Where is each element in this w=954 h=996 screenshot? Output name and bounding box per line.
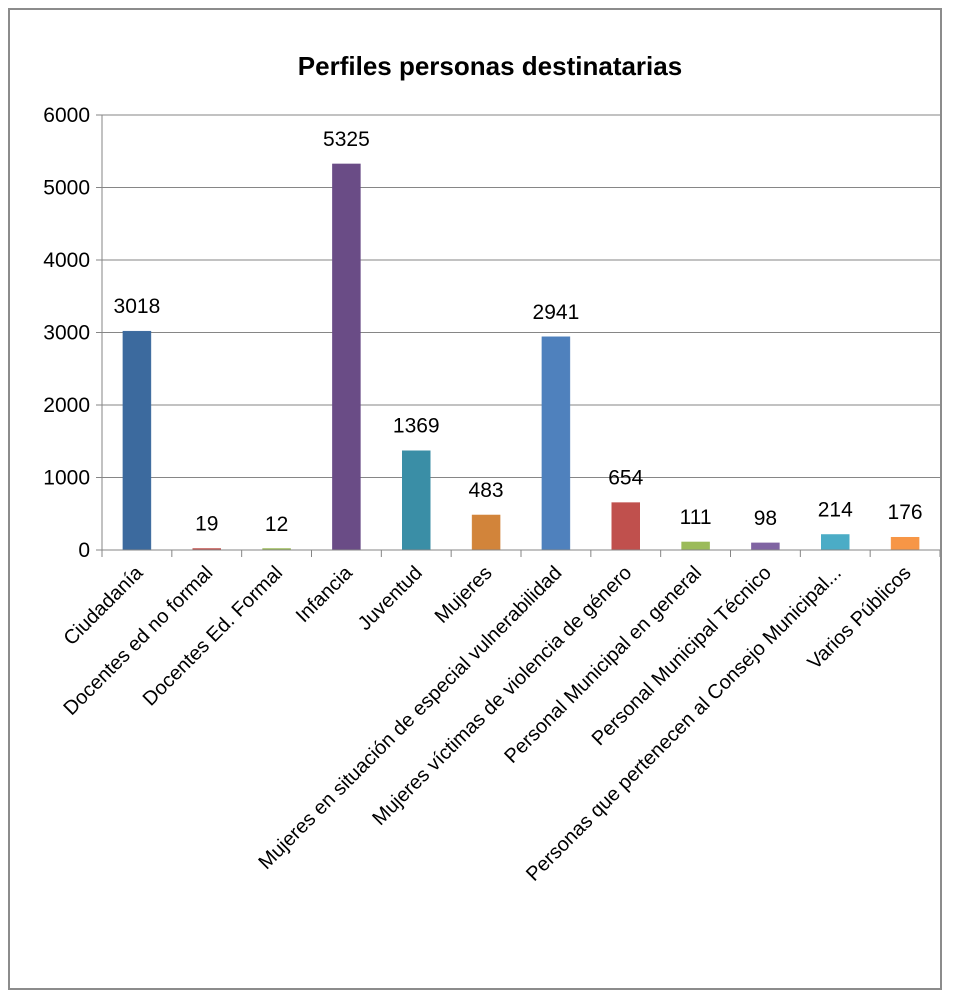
data-label: 654 xyxy=(608,467,643,490)
bar xyxy=(890,536,920,551)
data-label: 98 xyxy=(754,507,777,530)
data-label: 1369 xyxy=(393,415,440,438)
y-tick-label: 0 xyxy=(78,539,90,562)
category-label: Juventud xyxy=(354,562,427,635)
bar-chart: Perfiles personas destinatarias 0 1000 200… xyxy=(43,51,940,886)
bar xyxy=(402,450,431,551)
y-tick-label: 1000 xyxy=(43,467,90,490)
data-label: 483 xyxy=(469,479,504,502)
chart-frame: Perfiles personas destinatarias 0 1000 200… xyxy=(8,8,942,990)
data-label: 12 xyxy=(265,513,288,536)
category-label: Infancia xyxy=(292,561,358,627)
gridlines xyxy=(102,114,940,478)
axes xyxy=(96,114,940,557)
bar xyxy=(122,330,152,551)
data-label: 214 xyxy=(818,498,853,521)
bar xyxy=(332,163,361,551)
y-tick-label: 3000 xyxy=(43,322,90,345)
data-label: 19 xyxy=(195,513,218,536)
bars xyxy=(122,163,920,551)
y-tick-label: 4000 xyxy=(43,249,90,272)
y-axis-ticks: 0 1000 2000 3000 4000 5000 6000 xyxy=(43,104,90,562)
y-tick-label: 6000 xyxy=(43,104,90,127)
category-label: Mujeres xyxy=(431,562,497,628)
bar xyxy=(541,336,571,551)
category-label: Mujeres víctimas de violencia de género xyxy=(368,562,636,830)
y-tick-label: 5000 xyxy=(43,177,90,200)
category-label: Docentes Ed. Formal xyxy=(139,562,287,710)
data-label: 3018 xyxy=(114,295,161,318)
bar xyxy=(471,514,501,551)
bar xyxy=(821,534,850,551)
data-label: 5325 xyxy=(323,128,370,151)
data-label: 111 xyxy=(680,506,712,529)
bar xyxy=(681,541,710,551)
data-label: 176 xyxy=(888,501,923,524)
chart-title: Perfiles personas destinatarias xyxy=(298,51,682,81)
category-label: Personas que pertenecen al Consejo Munic… xyxy=(522,562,846,886)
bar xyxy=(751,542,780,551)
value-labels: 3018 19 12 5325 1369 483 2941 654 111 98 214 176 xyxy=(114,128,923,536)
bar xyxy=(611,502,640,551)
data-label: 2941 xyxy=(533,301,580,324)
y-tick-label: 2000 xyxy=(43,394,90,417)
